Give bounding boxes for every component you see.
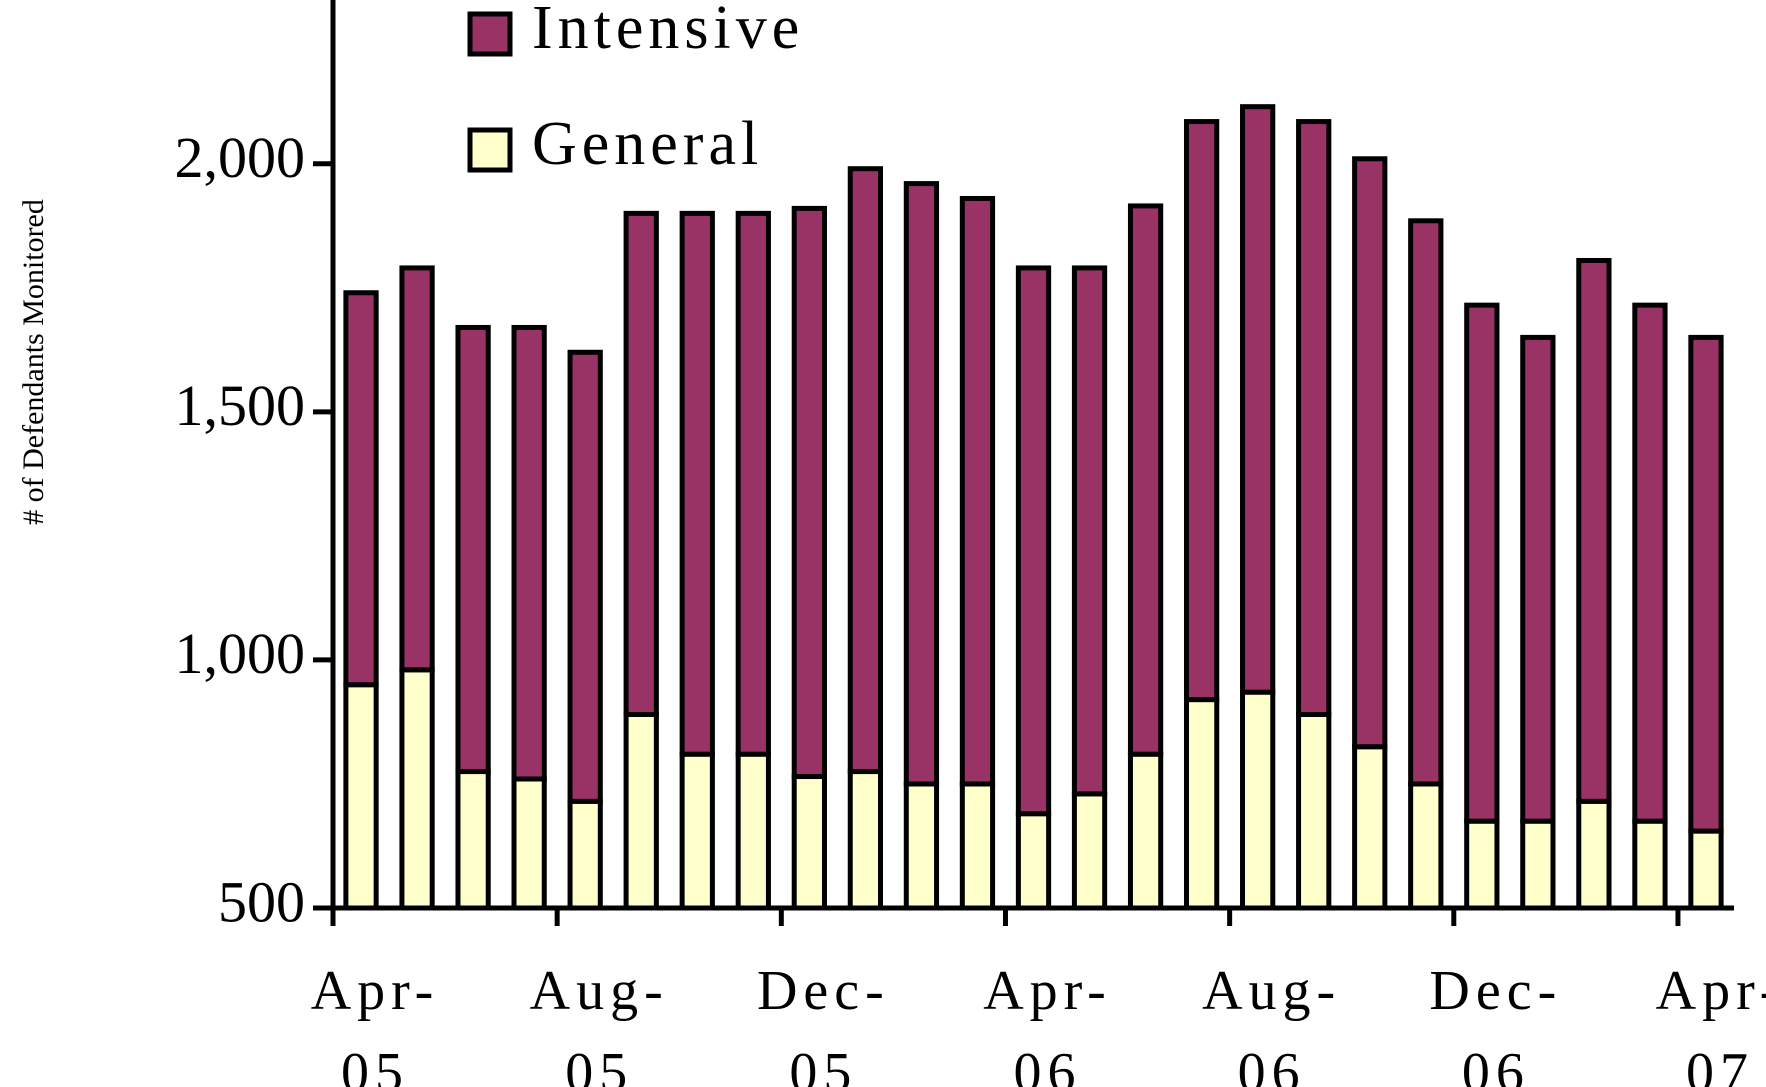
bar-segment	[343, 290, 379, 688]
y-tick-label: 2,000	[175, 125, 306, 190]
bar-segment	[1688, 828, 1724, 911]
bar-segment	[959, 195, 996, 787]
x-tick-label: Dec- 05	[757, 960, 890, 1087]
bar-segment	[679, 210, 715, 757]
x-tick-label-line: 06	[1014, 1042, 1082, 1087]
x-tick-label: Aug- 05	[530, 960, 669, 1087]
x-tick-label-line: 05	[789, 1042, 857, 1087]
x-tick-label-line: Apr-	[983, 960, 1112, 1022]
bar-segment	[903, 781, 940, 911]
bar-segment	[1408, 781, 1444, 911]
legend-swatch	[467, 127, 513, 173]
x-tick-label-line: 06	[1462, 1042, 1530, 1087]
bar-segment	[1576, 257, 1612, 804]
x-tick-label-line: Aug-	[530, 960, 669, 1022]
bar-segment	[679, 751, 715, 911]
x-tick-label-line: 06	[1238, 1042, 1306, 1087]
bar-segment	[1352, 744, 1388, 911]
bar-segment	[1015, 811, 1052, 911]
bar-segment	[1520, 818, 1556, 911]
bar-segment	[567, 349, 603, 804]
x-tick-label-line: 05	[565, 1042, 633, 1087]
bar-segment	[791, 774, 827, 911]
bar-segment	[1464, 818, 1500, 911]
bar-segment	[735, 210, 771, 757]
bar-segment	[1183, 119, 1220, 703]
bar-segment	[903, 181, 940, 787]
bar-segment	[1296, 711, 1332, 911]
y-tick-label: 500	[218, 869, 305, 934]
bar-segment	[1352, 156, 1388, 750]
legend-label: General	[532, 110, 763, 178]
bar-segment	[623, 711, 659, 911]
bar-segment	[455, 324, 491, 775]
bar-segment	[1464, 302, 1500, 824]
x-tick-label: Dec- 06	[1429, 960, 1562, 1087]
bar-segment	[791, 205, 827, 780]
x-tick-label: Apr- 05	[311, 960, 440, 1087]
legend-label: Intensive	[532, 0, 804, 62]
x-tick-label: Aug- 06	[1202, 960, 1341, 1087]
x-tick-label-line: Dec-	[1429, 960, 1562, 1022]
bar-segment	[1240, 104, 1276, 695]
bar-segment	[847, 166, 884, 775]
bar-segment	[399, 265, 435, 673]
y-tick-label: 1,500	[175, 373, 306, 438]
bar-segment	[1183, 697, 1220, 911]
bar-segment	[511, 324, 547, 782]
y-tick-label: 1,000	[175, 621, 306, 686]
x-tick-label-line: 07	[1686, 1042, 1754, 1087]
bar-segment	[1071, 791, 1108, 911]
bar-segment	[847, 769, 884, 911]
bar-segment	[1520, 334, 1556, 824]
x-tick-label-line: 05	[341, 1042, 409, 1087]
legend-swatch	[467, 11, 513, 57]
bar-segment	[1071, 265, 1108, 797]
bar-segment	[1127, 203, 1164, 757]
x-tick-label-line: Apr-	[311, 960, 440, 1022]
x-tick-label-line: Apr-	[1656, 960, 1766, 1022]
bar-segment	[1240, 689, 1276, 911]
bar-segment	[1632, 302, 1668, 824]
bar-segment	[1688, 334, 1724, 834]
bar-segment	[1408, 218, 1444, 787]
bar-segment	[1127, 751, 1164, 911]
bar-segment	[959, 781, 996, 911]
bar-segment	[1632, 818, 1668, 911]
bar-segment	[735, 751, 771, 911]
x-tick-label-line: Dec-	[757, 960, 890, 1022]
bar-segment	[511, 776, 547, 911]
bar-segment	[399, 667, 435, 911]
bar-segment	[455, 769, 491, 911]
bar-segment	[1576, 798, 1612, 911]
bar-segment	[623, 210, 659, 717]
x-tick-label: Apr- 06	[983, 960, 1112, 1087]
x-tick-label: Apr- 07	[1656, 960, 1766, 1087]
bar-segment	[343, 682, 379, 911]
y-axis-label: # of Defendants Monitored	[17, 199, 50, 525]
bar-segment	[567, 798, 603, 911]
x-tick-label-line: Aug-	[1202, 960, 1341, 1022]
bar-segment	[1296, 119, 1332, 717]
bar-segment	[1015, 265, 1052, 817]
